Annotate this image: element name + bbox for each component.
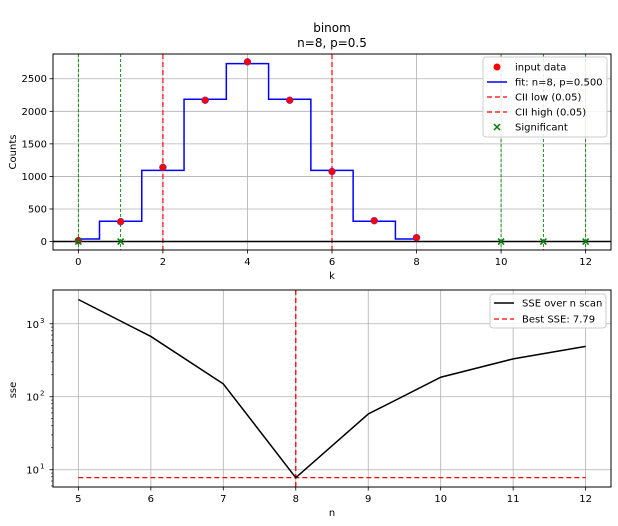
bottom-axes-frame [52,289,612,488]
bottom-x-tick-label: 8 [293,494,299,505]
bottom-plot-area [78,290,586,487]
top-plot-area [53,58,611,246]
bottom-x-tick-label: 9 [365,494,371,505]
legend-fit-label: fit: n=8, p=0.500 [515,78,603,89]
legend-sse-scan-label: SSE over n scan [522,299,602,310]
bottom-y-tick-label: 10 [26,320,39,331]
legend-best-sse-label: Best SSE: 7.79 [522,315,595,326]
bottom-y-axis-label: sse [8,382,19,399]
top-x-ticks: 0 2 4 6 8 10 12 [75,250,592,268]
significant-marker-stroke [117,238,125,246]
top-x-tick-label: 0 [75,257,81,268]
significant-marker-stroke [582,238,590,246]
top-x-tick-label: 8 [413,257,419,268]
input-data-point [286,96,294,104]
bottom-y-tick-label: 10 [26,466,39,477]
input-data-point [159,163,167,172]
top-x-tick-label: 2 [160,257,166,268]
bottom-x-tick-label: 6 [148,494,154,505]
bottom-x-tick-label: 7 [220,494,226,505]
top-x-tick-label: 4 [244,257,250,268]
significant-marker [497,238,505,246]
bottom-x-tick-label: 11 [507,494,520,505]
top-x-axis-label: k [329,271,335,282]
input-data-point [328,167,336,176]
input-data-point [412,233,421,242]
top-x-tick-label: 6 [329,257,335,268]
significant-marker-stroke [74,238,82,246]
top-axes: binom n=8, p=0.5 0 2 4 6 8 10 12 0 500 1000 1500 2… [8,21,612,282]
top-x-tick-label: 10 [495,257,508,268]
significant-marker [117,238,125,246]
legend-cii-high-label: CII high (0.05) [515,108,586,119]
top-y-tick-label: 2000 [22,107,47,118]
chart-title: binom [313,21,351,35]
legend-significant-label: Significant [515,123,568,134]
input-data-point [370,216,378,225]
input-data-point [116,217,125,226]
top-x-tick-label: 12 [579,257,592,268]
top-y-tick-label: 2500 [22,74,47,85]
top-y-ticks: 0 500 1000 1500 2000 2500 [22,74,53,248]
legend-input-data-marker [493,63,501,71]
top-legend: input data fit: n=8, p=0.500 CII low (0.… [482,56,608,138]
significant-marker [74,238,82,246]
significant-marker [539,238,547,246]
bottom-y-tick-label: 10 [26,393,39,404]
sse-scan-line [78,298,586,479]
significant-marker [582,238,590,246]
top-y-tick-label: 1000 [22,172,47,183]
bottom-y-tick-exponent: 2 [40,390,44,398]
bottom-legend: SSE over n scan Best SSE: 7.79 [489,293,607,329]
bottom-x-tick-label: 5 [75,494,81,505]
bottom-x-axis-label: n [329,508,335,519]
legend-input-data-label: input data [515,63,566,74]
bottom-x-ticks: 5 6 7 8 9 10 11 12 [75,487,592,505]
bottom-y-tick-exponent: 3 [40,317,44,325]
bottom-x-tick-label: 10 [434,494,447,505]
top-y-tick-label: 0 [41,237,47,248]
bottom-legend-box [489,293,607,329]
bottom-y-tick-exponent: 1 [40,463,44,471]
top-legend-box [482,56,608,138]
input-data-point [243,58,252,66]
chart-subtitle: n=8, p=0.5 [297,36,367,50]
top-y-tick-label: 500 [28,204,47,215]
top-y-tick-label: 1500 [22,139,47,150]
top-vertical-lines [77,54,587,250]
input-data-point [201,96,209,104]
significant-marker-stroke [539,238,547,246]
legend-significant-marker [493,123,501,131]
legend-cii-low-label: CII low (0.05) [515,93,581,104]
significant-marker-stroke [497,238,505,246]
bottom-x-tick-label: 12 [579,494,592,505]
top-y-axis-label: Counts [8,135,19,170]
